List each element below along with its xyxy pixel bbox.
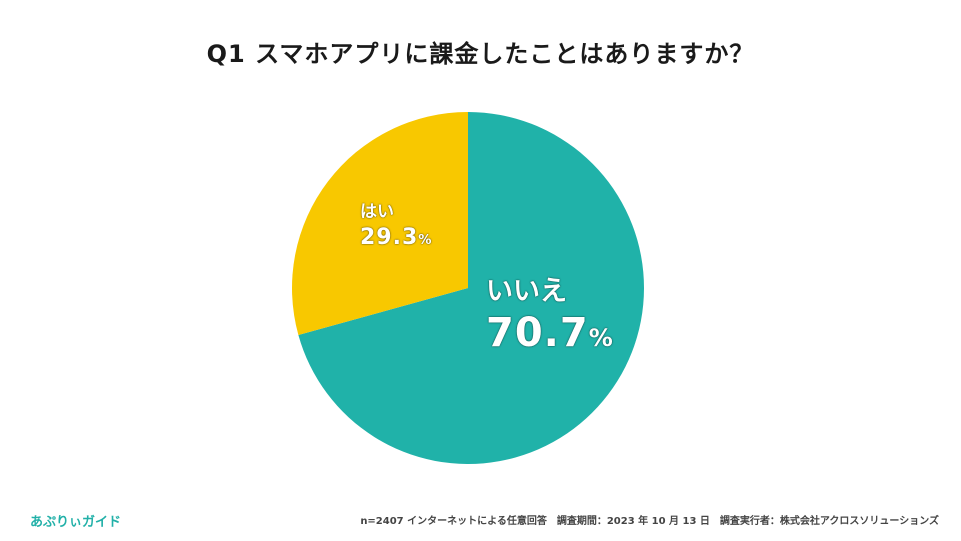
slice-label-no: いいえ 70.7%	[486, 278, 614, 353]
survey-footnote: n=2407 インターネットによる任意回答 調査期間：2023 年 10 月 1…	[360, 516, 939, 527]
slice-value-yes: 29.3%	[360, 225, 433, 250]
chart-title: Q1 スマホアプリに課金したことはありますか？	[206, 40, 755, 68]
slice-value-no: 70.7%	[486, 310, 614, 356]
pie-slice-yes	[292, 112, 468, 335]
slice-category-yes: はい	[360, 202, 394, 222]
brand-logo: あぷりぃガイド	[30, 515, 122, 530]
pie-slice-no	[298, 112, 644, 465]
slice-category-no: いいえ	[486, 276, 567, 307]
slice-label-yes: はい 29.3%	[360, 204, 433, 249]
